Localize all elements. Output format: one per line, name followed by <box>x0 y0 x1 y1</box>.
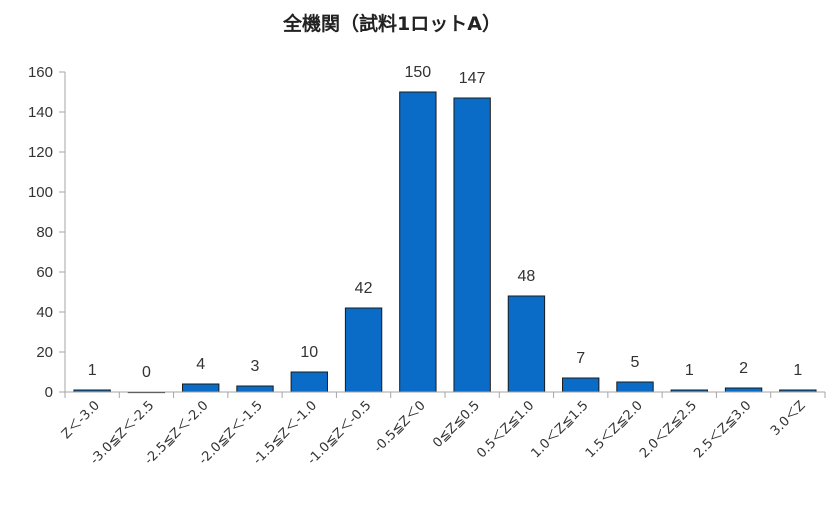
bars <box>73 91 817 394</box>
data-label: 1 <box>793 362 802 379</box>
y-tick-label: 120 <box>28 144 53 161</box>
x-tick-label: 2.5＜Z≦3.0 <box>691 398 754 461</box>
data-label: 0 <box>142 364 151 381</box>
data-label: 10 <box>300 344 318 361</box>
y-axis: 0 20 40 60 80 100 120 140 160 <box>28 64 66 401</box>
x-tick-label: 3.0＜Z <box>768 398 809 439</box>
bar <box>182 383 220 393</box>
data-label: 3 <box>251 358 260 375</box>
data-label: 147 <box>459 70 486 87</box>
bar <box>616 381 654 393</box>
y-tick-label: 160 <box>28 64 53 81</box>
bar <box>453 97 491 393</box>
x-tick-label: 1.5＜Z≦2.0 <box>583 398 646 461</box>
data-label: 4 <box>196 356 205 373</box>
x-tick-label: 0.5＜Z≦1.0 <box>474 398 537 461</box>
data-label: 1 <box>685 362 694 379</box>
bar <box>724 387 763 393</box>
x-tick-label: 2.0＜Z≦2.5 <box>637 398 700 461</box>
data-label: 48 <box>518 268 536 285</box>
data-label: 150 <box>405 64 432 81</box>
x-tick-label: -0.5≦Z＜0 <box>371 398 429 456</box>
data-label: 7 <box>576 350 585 367</box>
y-tick-label: 100 <box>28 184 53 201</box>
y-tick-label: 80 <box>36 224 53 241</box>
bar <box>344 307 383 393</box>
chart-title: 全機関（試料1ロットA） <box>282 12 501 35</box>
y-tick-label: 20 <box>36 344 53 361</box>
x-tick-label: Z＜-3.0 <box>59 398 103 442</box>
y-tick-label: 40 <box>36 304 53 321</box>
y-tick-label: 60 <box>36 264 53 281</box>
data-label: 1 <box>88 362 97 379</box>
y-tick-label: 0 <box>45 384 53 401</box>
data-label: 2 <box>739 360 748 377</box>
data-label: 42 <box>355 280 373 297</box>
bar <box>562 377 600 393</box>
bar <box>236 385 274 393</box>
x-tick-label: 1.0＜Z≦1.5 <box>528 398 591 461</box>
x-tick-label: 0≦Z≦0.5 <box>430 398 483 451</box>
data-label: 5 <box>631 354 640 371</box>
bar <box>507 295 546 393</box>
bar <box>290 371 328 393</box>
y-tick-label: 140 <box>28 104 53 121</box>
bar <box>399 91 437 393</box>
x-axis: Z＜-3.0-3.0≦Z＜-2.5-2.5≦Z＜-2.0-2.0≦Z＜-1.5-… <box>59 391 826 468</box>
